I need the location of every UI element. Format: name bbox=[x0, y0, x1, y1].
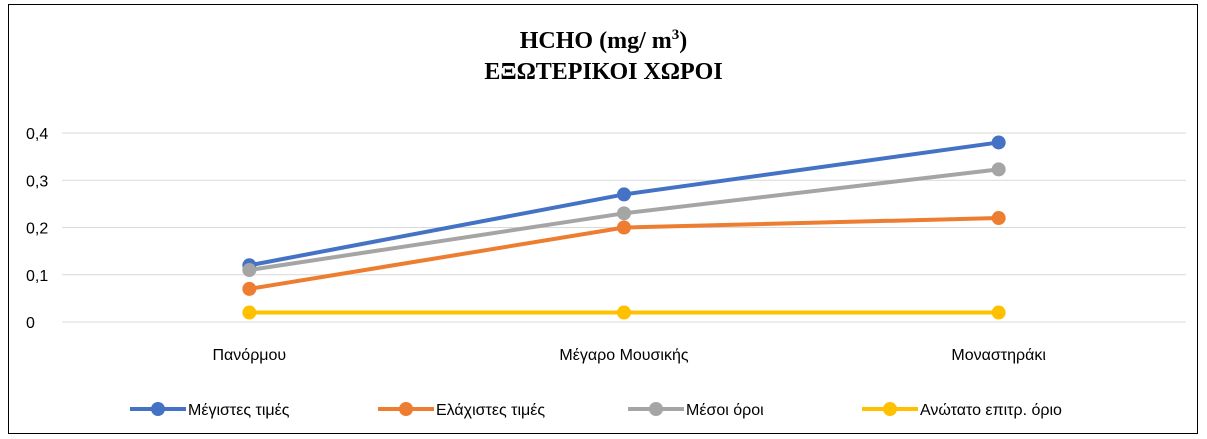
chart-title-line2: ΕΞΩΤΕΡΙΚΟΙ ΧΩΡΟΙ bbox=[484, 59, 723, 85]
legend-marker bbox=[649, 402, 663, 416]
x-tick-label: Μέγαρο Μουσικής bbox=[559, 347, 688, 364]
legend-label: Ανώτατο επιτρ. όριο bbox=[920, 402, 1062, 419]
data-point bbox=[991, 211, 1006, 226]
series-line bbox=[248, 140, 999, 268]
legend-marker bbox=[883, 402, 897, 416]
data-point bbox=[242, 281, 257, 296]
chart-title: HCHO (mg/ m3) ΕΞΩΤΕΡΙΚΟΙ ΧΩΡΟΙ bbox=[0, 26, 1207, 88]
data-point bbox=[617, 220, 631, 235]
data-point bbox=[617, 305, 631, 320]
data-point bbox=[991, 162, 1006, 177]
data-point bbox=[617, 206, 631, 221]
legend-label: Μέγιστες τιμές bbox=[188, 402, 290, 419]
data-point bbox=[242, 305, 257, 320]
data-point bbox=[991, 135, 1006, 150]
y-tick-label: 0,4 bbox=[26, 126, 48, 143]
chart-title-line1: HCHO (mg/ m3) bbox=[519, 27, 688, 55]
data-point bbox=[242, 263, 257, 278]
y-tick-label: 0,2 bbox=[26, 221, 48, 238]
y-tick-label: 0,1 bbox=[26, 268, 48, 285]
x-tick-label: Μοναστηράκι bbox=[951, 347, 1046, 364]
legend-marker bbox=[399, 402, 413, 416]
y-tick-label: 0 bbox=[26, 315, 35, 332]
y-tick-label: 0,3 bbox=[26, 173, 48, 190]
data-point bbox=[617, 187, 631, 202]
legend-label: Μέσοι όροι bbox=[686, 402, 764, 419]
data-point bbox=[991, 305, 1006, 320]
legend-label: Ελάχιστες τιμές bbox=[436, 402, 545, 419]
x-tick-label: Πανόρμου bbox=[212, 347, 286, 364]
legend-marker bbox=[151, 402, 165, 416]
